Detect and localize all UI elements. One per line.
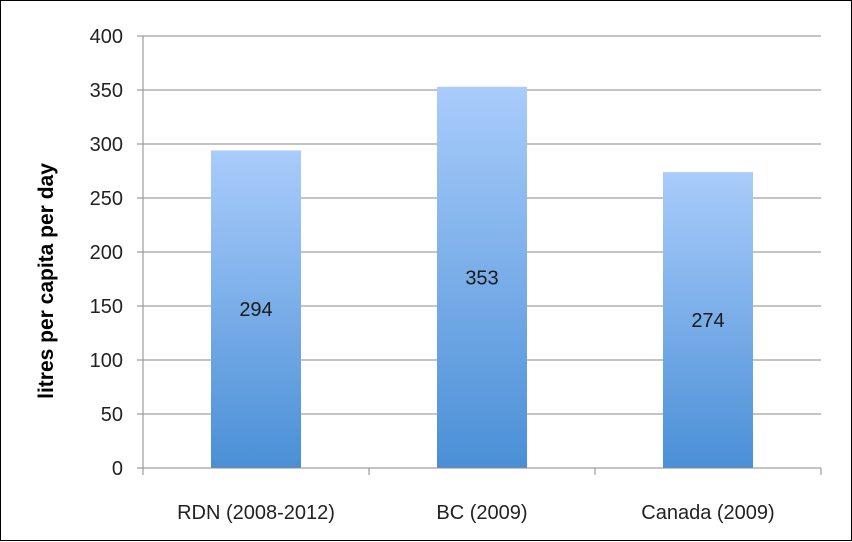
x-category-label: BC (2009) (436, 502, 527, 524)
y-tick-label: 150 (90, 296, 123, 318)
y-axis-ticks: 0 50 100 150 200 250 300 350 400 (90, 26, 143, 480)
y-tick-label: 50 (101, 404, 123, 426)
y-tick-label: 400 (90, 26, 123, 48)
y-tick-label: 0 (112, 458, 123, 480)
y-tick-label: 100 (90, 350, 123, 372)
data-labels: 294 353 274 (239, 267, 724, 332)
bar-value-label: 353 (465, 267, 498, 289)
bar-1 (437, 86, 527, 468)
bar-2 (663, 172, 753, 468)
bar-value-label: 294 (239, 299, 272, 321)
bar-value-label: 274 (691, 310, 724, 332)
x-category-label: Canada (2009) (641, 502, 774, 524)
y-tick-label: 250 (90, 188, 123, 210)
y-axis-label: litres per capita per day (35, 163, 58, 399)
bar-0 (211, 150, 301, 469)
y-tick-label: 200 (90, 242, 123, 264)
y-tick-label: 300 (90, 134, 123, 156)
bars (211, 86, 753, 469)
x-axis-categories: RDN (2008-2012) BC (2009) Canada (2009) (142, 467, 822, 524)
x-category-label: RDN (2008-2012) (177, 502, 335, 524)
y-tick-label: 350 (90, 80, 123, 102)
